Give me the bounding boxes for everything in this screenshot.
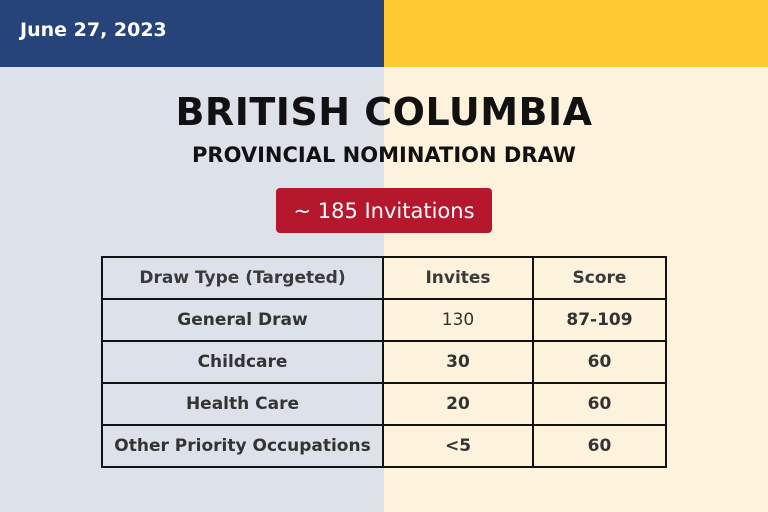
draw-results-table: Draw Type (Targeted) Invites Score Gener… xyxy=(101,256,667,468)
invites-cell: 20 xyxy=(382,382,534,426)
draw-type-cell: Childcare xyxy=(101,340,384,384)
header-invites: Invites xyxy=(382,256,534,300)
score-cell: 87-109 xyxy=(532,298,667,342)
draw-type-cell: General Draw xyxy=(101,298,384,342)
score-cell: 60 xyxy=(532,424,667,468)
invites-cell: 30 xyxy=(382,340,534,384)
header-draw-type: Draw Type (Targeted) xyxy=(101,256,384,300)
invites-cell: 130 xyxy=(382,298,534,342)
table-header-row: Draw Type (Targeted) Invites Score xyxy=(101,256,667,300)
score-cell: 60 xyxy=(532,382,667,426)
draw-date: June 27, 2023 xyxy=(20,19,167,41)
table-row: Health Care 20 60 xyxy=(101,382,667,426)
score-cell: 60 xyxy=(532,340,667,384)
table-row: General Draw 130 87-109 xyxy=(101,298,667,342)
draw-type-cell: Other Priority Occupations xyxy=(101,424,384,468)
page-subtitle: PROVINCIAL NOMINATION DRAW xyxy=(192,143,576,167)
header-score: Score xyxy=(532,256,667,300)
table-row: Other Priority Occupations <5 60 xyxy=(101,424,667,468)
header-band-yellow xyxy=(384,0,768,67)
draw-type-cell: Health Care xyxy=(101,382,384,426)
page-title: BRITISH COLUMBIA xyxy=(175,90,593,134)
table-row: Childcare 30 60 xyxy=(101,340,667,384)
invites-cell: <5 xyxy=(382,424,534,468)
header-band-blue xyxy=(0,0,384,67)
invitations-badge: ~ 185 Invitations xyxy=(276,188,492,233)
